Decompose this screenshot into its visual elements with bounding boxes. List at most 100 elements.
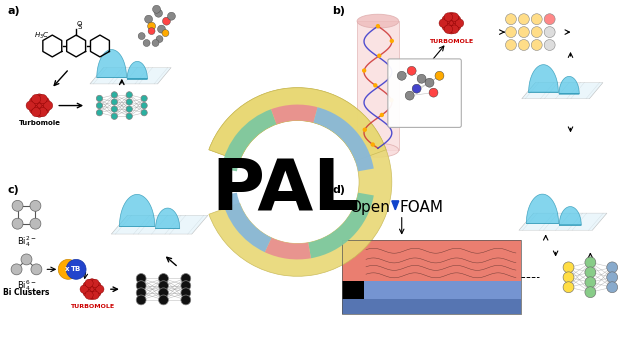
- Point: [367, 142, 378, 147]
- Polygon shape: [392, 201, 399, 210]
- Circle shape: [563, 262, 574, 273]
- Circle shape: [93, 282, 101, 290]
- Circle shape: [447, 12, 456, 21]
- Circle shape: [88, 285, 96, 293]
- Circle shape: [518, 14, 529, 25]
- Wedge shape: [221, 109, 276, 171]
- Circle shape: [152, 40, 159, 46]
- Polygon shape: [120, 195, 155, 227]
- Circle shape: [442, 15, 451, 24]
- Polygon shape: [522, 83, 603, 99]
- Circle shape: [31, 94, 41, 103]
- Point: [374, 53, 385, 59]
- Circle shape: [141, 102, 147, 109]
- Circle shape: [531, 14, 542, 25]
- Circle shape: [35, 94, 44, 103]
- Circle shape: [181, 288, 191, 298]
- Circle shape: [531, 40, 542, 50]
- Circle shape: [518, 26, 529, 37]
- Circle shape: [35, 101, 44, 110]
- Text: TURBOMOLE: TURBOMOLE: [429, 39, 474, 44]
- Circle shape: [407, 66, 416, 75]
- Circle shape: [136, 288, 146, 298]
- Point: [377, 112, 387, 118]
- Circle shape: [126, 106, 132, 112]
- Circle shape: [506, 14, 516, 25]
- Polygon shape: [526, 194, 559, 223]
- Wedge shape: [209, 88, 392, 276]
- Circle shape: [96, 285, 104, 293]
- Wedge shape: [221, 193, 271, 252]
- Circle shape: [85, 279, 93, 287]
- Circle shape: [405, 91, 414, 100]
- Point: [360, 127, 370, 132]
- Text: Open: Open: [349, 200, 390, 215]
- Circle shape: [80, 285, 88, 293]
- Circle shape: [157, 25, 166, 33]
- Circle shape: [159, 295, 168, 305]
- Circle shape: [97, 110, 102, 116]
- Circle shape: [93, 289, 101, 297]
- Ellipse shape: [357, 14, 399, 28]
- Circle shape: [111, 99, 118, 105]
- Text: a): a): [8, 6, 20, 16]
- Circle shape: [156, 36, 163, 42]
- Circle shape: [159, 274, 168, 284]
- Circle shape: [439, 19, 447, 28]
- Circle shape: [138, 33, 145, 40]
- Bar: [342, 240, 521, 314]
- Text: $\mathrm{Bi_4^{6-}}$: $\mathrm{Bi_4^{6-}}$: [17, 278, 36, 293]
- Circle shape: [518, 40, 529, 50]
- Point: [359, 68, 369, 73]
- Circle shape: [450, 25, 459, 33]
- Circle shape: [31, 264, 42, 275]
- Circle shape: [181, 281, 191, 290]
- Text: PAL: PAL: [211, 155, 360, 224]
- Bar: [342, 281, 364, 299]
- Circle shape: [585, 267, 596, 278]
- Circle shape: [148, 28, 155, 34]
- Circle shape: [83, 289, 92, 297]
- Circle shape: [506, 26, 516, 37]
- Circle shape: [126, 113, 132, 119]
- Circle shape: [607, 262, 618, 273]
- Text: d): d): [332, 185, 345, 195]
- Circle shape: [159, 281, 168, 290]
- Text: x: x: [65, 266, 70, 272]
- Circle shape: [429, 88, 438, 97]
- Circle shape: [111, 106, 118, 112]
- Polygon shape: [156, 208, 180, 228]
- Ellipse shape: [357, 143, 399, 157]
- Circle shape: [136, 295, 146, 305]
- Circle shape: [11, 264, 22, 275]
- Text: $\mathrm{Bi_4^{2-}}$: $\mathrm{Bi_4^{2-}}$: [17, 234, 36, 249]
- Bar: [342, 240, 521, 281]
- Point: [372, 23, 383, 29]
- Wedge shape: [265, 238, 311, 260]
- Circle shape: [417, 74, 426, 83]
- Circle shape: [35, 108, 44, 117]
- Circle shape: [38, 107, 47, 117]
- Circle shape: [585, 277, 596, 288]
- Wedge shape: [314, 107, 374, 171]
- Circle shape: [585, 257, 596, 268]
- Circle shape: [607, 272, 618, 283]
- Circle shape: [97, 95, 102, 102]
- Circle shape: [12, 200, 23, 211]
- Circle shape: [111, 113, 118, 119]
- Circle shape: [136, 274, 146, 284]
- Circle shape: [126, 99, 132, 105]
- Circle shape: [152, 5, 161, 13]
- Circle shape: [97, 102, 102, 109]
- Circle shape: [145, 15, 152, 23]
- Circle shape: [455, 19, 464, 28]
- Circle shape: [444, 13, 452, 21]
- Circle shape: [143, 40, 150, 46]
- Circle shape: [452, 15, 461, 24]
- Circle shape: [168, 12, 175, 20]
- Circle shape: [563, 272, 574, 283]
- Polygon shape: [559, 76, 579, 94]
- Wedge shape: [271, 105, 317, 124]
- Circle shape: [563, 282, 574, 293]
- Text: TURBOMOLE: TURBOMOLE: [70, 304, 114, 309]
